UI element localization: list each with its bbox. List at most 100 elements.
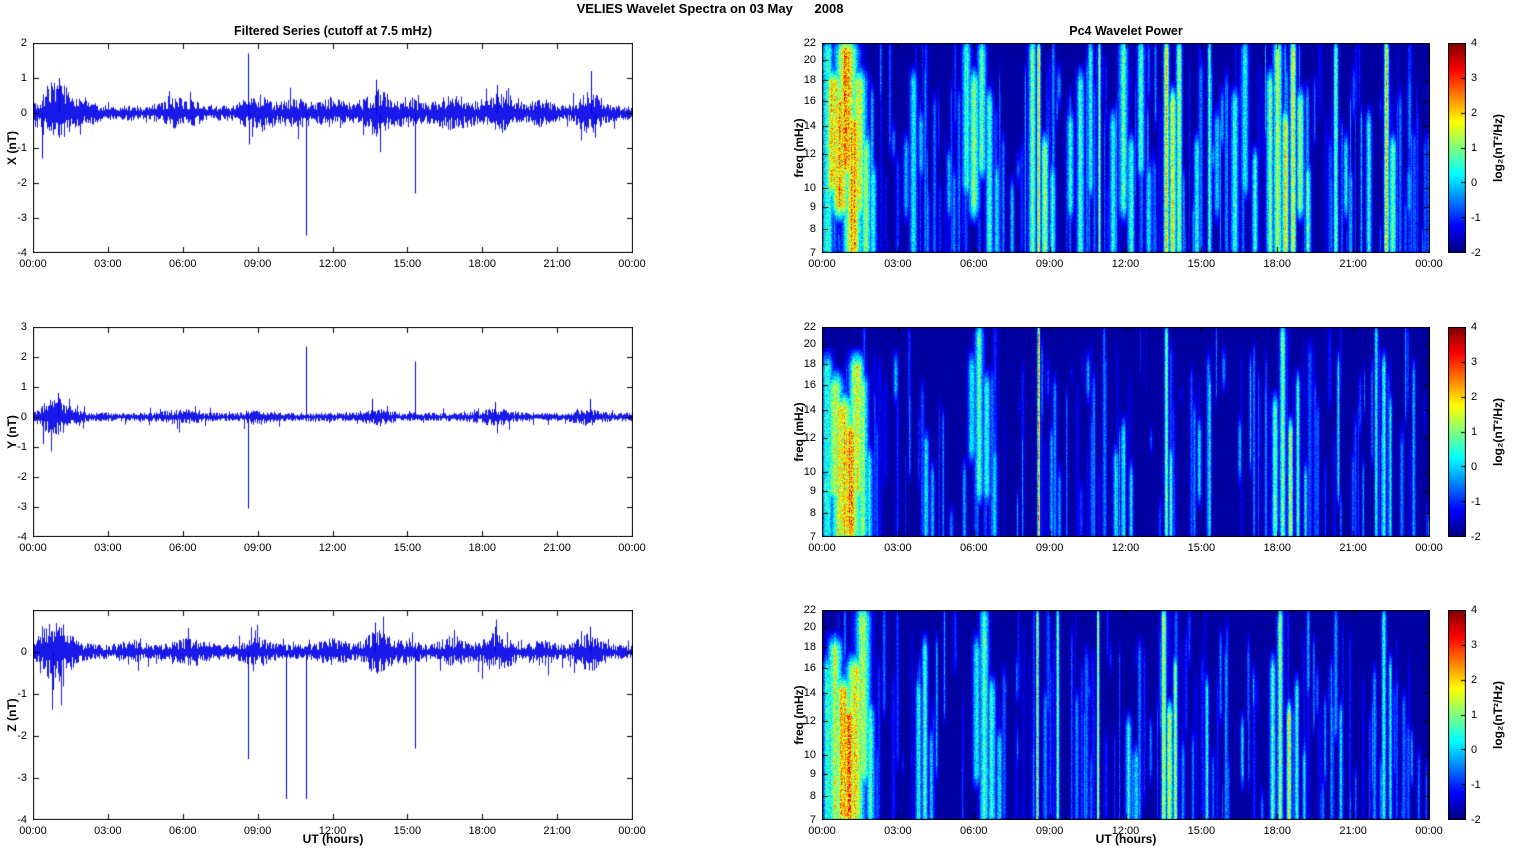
freq-tick-label: 10 xyxy=(803,465,816,478)
freq-tick-label: 18 xyxy=(803,73,816,86)
x-tick-label: 00:00 xyxy=(19,542,47,554)
y-tick-label: -3 xyxy=(17,212,27,224)
y-tick-label: -1 xyxy=(17,688,27,700)
x-tick-label: 00:00 xyxy=(1415,258,1443,270)
x-tick-label: 18:00 xyxy=(1263,542,1292,554)
x-tick-label: 15:00 xyxy=(393,825,422,837)
wavelet-power-y-plot xyxy=(822,327,1430,537)
colorbar-tick-label: 3 xyxy=(1471,72,1478,84)
y-tick-label: 0 xyxy=(20,107,27,119)
colorbar-tick-label: 1 xyxy=(1471,142,1478,154)
x-tick-label: 12:00 xyxy=(318,542,347,554)
colorbar-tick-label: 4 xyxy=(1471,321,1478,333)
x-tick-label: 09:00 xyxy=(243,825,272,837)
right-column-title: Pc4 Wavelet Power xyxy=(1069,24,1183,38)
x-tick-label: 06:00 xyxy=(959,258,988,270)
y-tick-label: -2 xyxy=(17,471,27,483)
colorbar-tick-label: 1 xyxy=(1471,426,1478,438)
freq-tick-label: 20 xyxy=(803,621,816,634)
colorbar-tick-label: 0 xyxy=(1471,744,1478,756)
y-tick-label: -3 xyxy=(17,772,27,784)
x-tick-label: 03:00 xyxy=(884,825,912,837)
colorbar-tick-label: -1 xyxy=(1471,212,1481,224)
x-tick-label: 00:00 xyxy=(1415,542,1443,554)
x-tick-label: 21:00 xyxy=(543,542,571,554)
y-tick-label: 2 xyxy=(20,37,27,49)
freq-tick-label: 7 xyxy=(809,814,816,826)
colorbar-bot xyxy=(1448,610,1466,820)
x-tick-label: 00:00 xyxy=(19,825,47,837)
y-tick-label: -1 xyxy=(17,142,27,154)
x-tick-label: 12:00 xyxy=(1111,258,1140,270)
colorbar-tick-label: -1 xyxy=(1471,779,1481,791)
freq-tick-label: 22 xyxy=(803,604,816,616)
x-tick-label: 03:00 xyxy=(884,258,912,270)
x-tick-label: 06:00 xyxy=(168,825,197,837)
x-tick-label: 12:00 xyxy=(318,825,347,837)
x-tick-label: 00:00 xyxy=(808,825,836,837)
x-tick-label: 09:00 xyxy=(1035,825,1064,837)
x-tick-label: 06:00 xyxy=(168,542,197,554)
colorbar-tick-label: -1 xyxy=(1471,496,1481,508)
x-tick-label: 21:00 xyxy=(1339,542,1367,554)
x-tick-label: 15:00 xyxy=(1187,258,1216,270)
x-tick-label: 00:00 xyxy=(1415,825,1443,837)
y-tick-label: -1 xyxy=(17,441,27,453)
y-tick-label: 0 xyxy=(20,411,27,423)
x-tick-label: 00:00 xyxy=(618,258,646,270)
y-tick-label: -3 xyxy=(17,501,27,513)
freq-tick-label: 16 xyxy=(803,379,816,392)
freq-tick-label: 7 xyxy=(809,247,816,259)
colorbar-tick-label: 4 xyxy=(1471,604,1478,616)
colorbar-tick-label: 2 xyxy=(1471,391,1478,403)
colorbar-label-mid: log₂(nT²/Hz) xyxy=(1491,398,1505,466)
freq-tick-label: 20 xyxy=(803,338,816,351)
x-tick-label: 18:00 xyxy=(468,825,497,837)
x-tick-label: 18:00 xyxy=(1263,258,1292,270)
freq-tick-label: 9 xyxy=(809,200,816,213)
x-tick-label: 12:00 xyxy=(1111,825,1140,837)
x-tick-label: 03:00 xyxy=(884,542,912,554)
x-tick-label: 09:00 xyxy=(243,258,272,270)
x-tick-label: 21:00 xyxy=(543,825,571,837)
freq-tick-label: 10 xyxy=(803,181,816,194)
freq-tick-label: 7 xyxy=(809,531,816,543)
timeseries-z-plot xyxy=(33,610,633,820)
y-tick-label: -2 xyxy=(17,177,27,189)
y-tick-label: 2 xyxy=(20,351,27,363)
colorbar-mid xyxy=(1448,327,1466,537)
y-tick-label: 0 xyxy=(20,646,27,658)
timeseries-x-plot xyxy=(33,43,633,253)
x-tick-label: 06:00 xyxy=(168,258,197,270)
freq-tick-label: 9 xyxy=(809,484,816,497)
y-tick-label: -2 xyxy=(17,730,27,742)
colorbar-tick-label: -2 xyxy=(1471,247,1481,259)
freq-tick-label: 16 xyxy=(803,662,816,675)
freq-tick-label: 9 xyxy=(809,767,816,780)
freq-tick-label: 12 xyxy=(803,432,816,445)
figure-title: VELIES Wavelet Spectra on 03 May 2008 xyxy=(576,1,844,16)
y-tick-label: 3 xyxy=(20,321,27,333)
colorbar-tick-label: 4 xyxy=(1471,37,1478,49)
y-tick-label: 1 xyxy=(20,381,27,393)
colorbar-tick-label: 3 xyxy=(1471,639,1478,651)
freq-tick-label: 20 xyxy=(803,54,816,67)
freq-tick-label: 22 xyxy=(803,321,816,333)
colorbar-top xyxy=(1448,43,1466,253)
x-tick-label: 03:00 xyxy=(94,258,122,270)
y-tick-label: 1 xyxy=(20,72,27,84)
timeseries-y-plot xyxy=(33,327,633,537)
freq-tick-label: 10 xyxy=(803,748,816,761)
colorbar-tick-label: 2 xyxy=(1471,107,1478,119)
x-tick-label: 00:00 xyxy=(808,258,836,270)
freq-tick-label: 14 xyxy=(803,686,816,699)
freq-tick-label: 18 xyxy=(803,640,816,653)
colorbar-tick-label: 2 xyxy=(1471,674,1478,686)
colorbar-tick-label: 0 xyxy=(1471,461,1478,473)
colorbar-label-bot: log₂(nT²/Hz) xyxy=(1491,681,1505,749)
x-tick-label: 00:00 xyxy=(618,542,646,554)
y-tick-label: -4 xyxy=(17,531,27,543)
freq-tick-label: 12 xyxy=(803,148,816,161)
x-tick-label: 15:00 xyxy=(393,258,422,270)
